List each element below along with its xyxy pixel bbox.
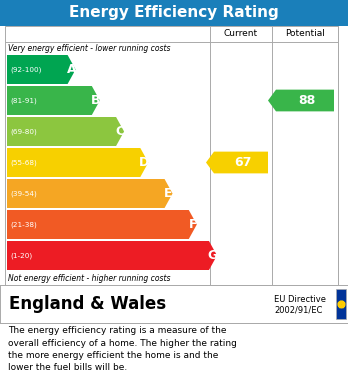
Text: B: B	[91, 94, 101, 107]
Text: (21-38): (21-38)	[10, 221, 37, 228]
Bar	[0, 0, 348, 26]
Bar	[336, 289, 346, 319]
Text: Not energy efficient - higher running costs: Not energy efficient - higher running co…	[8, 274, 171, 283]
Polygon shape	[7, 241, 217, 270]
Text: 2002/91/EC: 2002/91/EC	[274, 305, 322, 314]
Text: (1-20): (1-20)	[10, 252, 32, 259]
Text: G: G	[208, 249, 218, 262]
Text: F: F	[189, 218, 197, 231]
Polygon shape	[7, 117, 124, 146]
Text: Energy Efficiency Rating: Energy Efficiency Rating	[69, 5, 279, 20]
Polygon shape	[7, 148, 148, 177]
Text: (92-100): (92-100)	[10, 66, 41, 73]
Text: C: C	[116, 125, 125, 138]
Text: (39-54): (39-54)	[10, 190, 37, 197]
Text: E: E	[164, 187, 173, 200]
Text: Potential: Potential	[285, 29, 325, 38]
Text: (69-80): (69-80)	[10, 128, 37, 135]
Polygon shape	[7, 55, 76, 84]
Text: EU Directive: EU Directive	[274, 295, 326, 304]
Polygon shape	[7, 86, 100, 115]
Polygon shape	[7, 210, 197, 239]
Polygon shape	[268, 90, 334, 111]
Text: Very energy efficient - lower running costs: Very energy efficient - lower running co…	[8, 44, 171, 53]
Bar	[5, 26, 338, 285]
Text: (55-68): (55-68)	[10, 159, 37, 166]
Bar	[0, 285, 348, 323]
Polygon shape	[7, 179, 173, 208]
Text: 88: 88	[298, 94, 316, 107]
Text: Current: Current	[224, 29, 258, 38]
Text: 67: 67	[234, 156, 252, 169]
Polygon shape	[206, 152, 268, 173]
Text: England & Wales: England & Wales	[9, 295, 166, 313]
Text: D: D	[139, 156, 149, 169]
Text: A: A	[67, 63, 77, 76]
Text: (81-91): (81-91)	[10, 97, 37, 104]
Text: The energy efficiency rating is a measure of the
overall efficiency of a home. T: The energy efficiency rating is a measur…	[8, 326, 237, 373]
